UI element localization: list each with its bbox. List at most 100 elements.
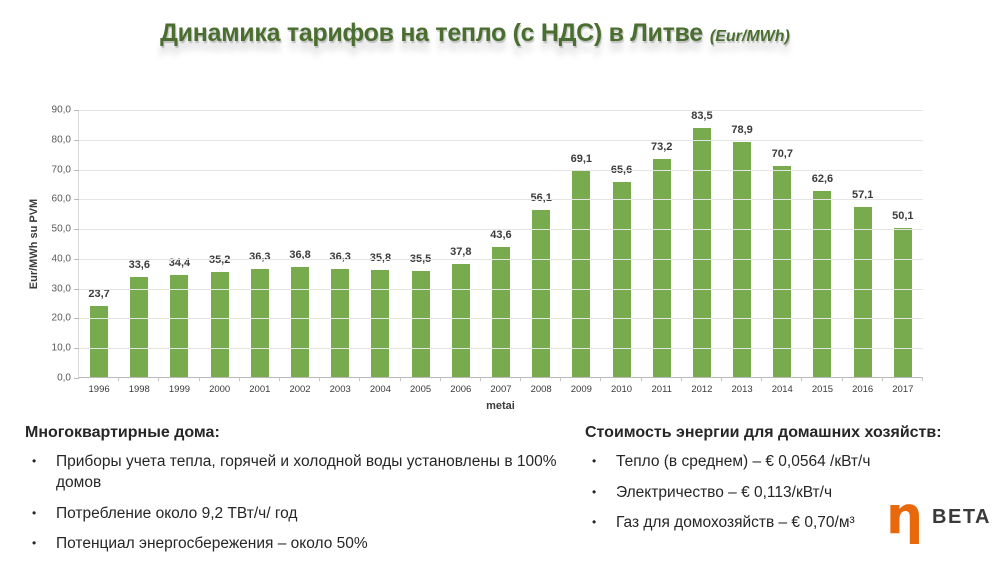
energy-cost-panel: Стоимость энергии для домашних хозяйств:… — [585, 424, 990, 543]
bar-cell-2017: 50,1 2017 — [883, 110, 923, 395]
x-axis-tick — [319, 377, 321, 381]
bullet-item: • Газ для домохозяйств – € 0,70/м³ — [585, 512, 990, 534]
bar-value-label: 23,7 — [88, 288, 110, 301]
bar-cell-2008: 56,1 2008 — [521, 110, 562, 395]
bar-1996 — [90, 306, 109, 377]
bar-cell-2010: 65,6 2010 — [601, 110, 642, 395]
bullet-marker: • — [592, 454, 597, 468]
eta-logo-icon: η — [886, 486, 924, 546]
x-axis-tick-label: 2017 — [892, 384, 914, 395]
x-axis-tick-label: 2014 — [771, 384, 793, 395]
bullet-text: Газ для домохозяйств – € 0,70/м³ — [616, 514, 855, 532]
bar-value-label: 36,3 — [329, 250, 351, 263]
bar-value-label: 37,8 — [450, 246, 472, 259]
x-axis-tick — [841, 377, 843, 381]
x-axis-tick — [881, 377, 883, 381]
bar-cell-1996: 23,7 1996 — [79, 110, 120, 395]
gridline — [79, 199, 923, 201]
gridline — [79, 318, 923, 320]
x-axis-tick-label: 2016 — [852, 384, 874, 395]
y-axis-tick-label: 40,0 — [51, 253, 71, 265]
x-axis-tick — [118, 377, 120, 381]
bullet-text: Потребление около 9,2 ТВт/ч/ год — [56, 504, 298, 522]
bullet-marker: • — [592, 484, 597, 499]
x-axis-tick-label: 1998 — [128, 384, 150, 395]
bar-value-label: 36,8 — [289, 249, 311, 262]
x-axis-tick-label: 2015 — [811, 384, 834, 395]
x-axis-tick — [238, 377, 240, 381]
x-axis-tick — [439, 377, 441, 381]
y-axis-tick — [74, 199, 79, 201]
x-axis-tick — [761, 377, 763, 381]
bar-2002 — [291, 267, 310, 377]
logo-wordmark: BETA — [932, 505, 991, 528]
x-axis-tick — [801, 377, 803, 381]
x-axis-tick — [721, 377, 722, 381]
x-axis-tick — [278, 377, 280, 381]
bar-cell-2007: 43,6 2007 — [481, 110, 522, 395]
bar-cell-2015: 62,6 2015 — [802, 110, 843, 395]
bar-cell-2013: 78,9 2013 — [722, 110, 763, 395]
y-axis-tick-label: 80,0 — [51, 134, 71, 146]
y-axis-tick — [74, 169, 79, 171]
bar-2001 — [250, 268, 269, 377]
bar-value-label: 35,8 — [369, 252, 392, 265]
bar-cell-1998: 33,6 1998 — [119, 110, 160, 395]
bar-2005 — [411, 271, 430, 377]
bar-value-label: 69,1 — [570, 153, 593, 166]
x-axis-tick-label: 2007 — [490, 384, 512, 395]
bar-cell-2006: 37,8 2006 — [441, 110, 481, 395]
bar-cell-2011: 73,2 2011 — [642, 110, 682, 395]
x-axis-tick-label: 2008 — [530, 384, 552, 395]
y-axis-tick-label: 10,0 — [51, 342, 71, 354]
x-axis-tick — [479, 377, 481, 381]
bar-2008 — [532, 209, 551, 377]
y-axis-tick-label: 70,0 — [51, 164, 71, 176]
bar-cell-2016: 57,1 2016 — [843, 110, 883, 395]
y-axis-tick — [74, 139, 79, 141]
x-axis-tick — [520, 377, 522, 381]
beta-logo: η BETA — [886, 486, 991, 546]
y-axis-tick-label: 60,0 — [51, 193, 71, 205]
y-axis-tick-label: 50,0 — [51, 223, 71, 235]
bar-2015 — [813, 190, 832, 377]
y-axis-tick — [74, 378, 79, 379]
bar-2000 — [210, 272, 229, 377]
bar-cell-2003: 36,3 2003 — [320, 110, 361, 395]
bar-value-label: 78,9 — [731, 124, 753, 137]
y-axis-tick — [74, 348, 79, 350]
bullet-item: • Приборы учета тепла, горячей и холодной… — [25, 451, 570, 494]
bar-cell-1999: 34,4 1999 — [159, 110, 200, 395]
bar-cell-2004: 35,8 2004 — [360, 110, 401, 395]
x-axis-tick-label: 2011 — [651, 384, 672, 395]
y-axis-tick — [74, 229, 79, 231]
x-axis-tick — [399, 377, 401, 381]
x-axis-tick — [158, 377, 160, 381]
x-axis-tick — [680, 377, 682, 381]
right-panel-heading: Стоимость энергии для домашних хозяйств: — [585, 424, 942, 441]
bar-2016 — [853, 206, 872, 377]
bar-2003 — [331, 268, 350, 377]
x-axis-tick-label: 2009 — [570, 384, 592, 395]
x-axis-tick-label: 2000 — [209, 384, 231, 395]
x-axis-tick — [921, 377, 923, 381]
bar-2017 — [893, 227, 912, 377]
bar-cell-2009: 69,1 2009 — [561, 110, 602, 395]
apartment-buildings-panel: Многоквартирные дома: • Приборы учета теп… — [25, 424, 570, 564]
bullet-marker: • — [32, 536, 37, 551]
bar-cell-2001: 36,3 2001 — [240, 110, 280, 395]
bar-value-label: 62,6 — [811, 172, 834, 185]
y-axis-tick — [74, 318, 79, 320]
x-axis-tick — [198, 377, 200, 381]
bar-value-label: 56,1 — [530, 191, 552, 204]
x-axis-title: metai — [486, 400, 515, 412]
x-axis-tick-label: 2006 — [450, 384, 472, 395]
x-axis-tick-label: 2013 — [731, 384, 753, 395]
bullet-text: Тепло (в среднем) – € 0,0564 /кВт/ч — [616, 453, 871, 470]
bar-cell-2000: 35,2 2000 — [200, 110, 240, 395]
y-axis-tick — [74, 110, 79, 111]
bar-2014 — [773, 166, 792, 377]
bar-2011 — [652, 159, 671, 377]
bar-value-label: 73,2 — [651, 141, 673, 154]
